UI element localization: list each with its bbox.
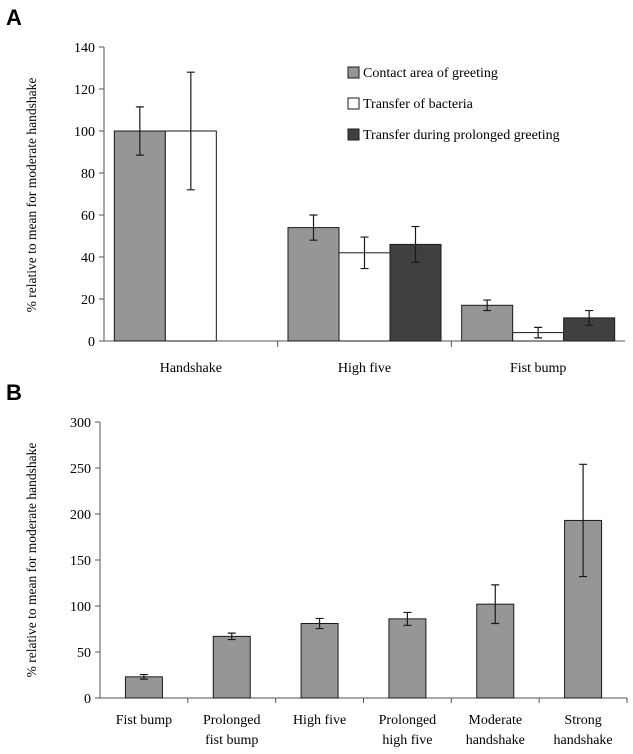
legend-label-series-3: Transfer during prolonged greeting <box>363 128 560 143</box>
panel-b-x-category-label: Strong <box>564 713 601 728</box>
panel-b-y-tick-label: 0 <box>84 692 91 707</box>
error-bar-high-five-series-1 <box>309 214 318 241</box>
legend-label-series-2: Transfer of bacteria <box>363 97 474 112</box>
bar-high-five <box>300 622 339 699</box>
panel-b-y-tick-label: 50 <box>77 646 91 661</box>
panel-b: B % relative to mean for moderate handsh… <box>6 380 628 748</box>
legend-swatch-series-2 <box>347 97 360 110</box>
legend-swatch-series-1 <box>347 66 360 79</box>
panel-b-y-tick-label: 250 <box>70 462 91 477</box>
panel-a-letter: A <box>6 5 22 30</box>
panel-a: A % relative to mean for moderate handsh… <box>6 5 625 376</box>
panel-a-y-tick-label: 0 <box>88 335 95 350</box>
panel-b-x-category-label: high five <box>382 733 432 748</box>
error-bar-handshake-series-2 <box>186 71 195 191</box>
bar-handshake-series-1 <box>113 130 166 342</box>
error-bar-fist-bump-series-1 <box>483 299 492 312</box>
panel-b-x-category-label: fist bump <box>205 733 258 748</box>
bar-high-five-series-1 <box>287 227 340 342</box>
panel-b-x-category-label: Prolonged <box>379 713 437 728</box>
error-bar-high-five-series-3 <box>411 225 420 263</box>
panel-a-y-tick-label: 140 <box>74 41 95 56</box>
panel-b-y-tick-label: 300 <box>70 416 91 431</box>
panel-b-x-category-label: Prolonged <box>203 713 261 728</box>
panel-a-bars <box>113 71 616 342</box>
legend-label-series-1: Contact area of greeting <box>363 66 498 81</box>
panel-a-y-tick-label: 120 <box>74 83 95 98</box>
error-bar-prolonged-fist-bump <box>227 632 236 641</box>
panel-a-legend: Contact area of greeting Transfer of bact… <box>347 66 560 143</box>
panel-b-y-tick-label: 150 <box>70 554 91 569</box>
error-bar-handshake-series-1 <box>135 106 144 156</box>
panel-a-y-tick-label: 40 <box>81 251 95 266</box>
panel-a-x-category-label: Fist bump <box>510 361 566 376</box>
bar-fist-bump-series-1 <box>461 304 514 342</box>
panel-a-x-category-label: Handshake <box>160 361 222 376</box>
panel-b-x-category-label: Fist bump <box>116 713 172 728</box>
panel-b-y-axis-label: % relative to mean for moderate handshak… <box>24 443 39 678</box>
bar-fist-bump <box>124 676 163 699</box>
panel-a-y-tick-label: 80 <box>81 167 95 182</box>
panel-b-bars <box>124 463 603 699</box>
panel-b-x-category-label: Moderate <box>468 713 522 728</box>
error-bar-prolonged-high-five <box>403 611 412 626</box>
bar-prolonged-fist-bump <box>212 635 251 699</box>
panel-a-y-tick-label: 60 <box>81 209 95 224</box>
panel-b-x-category-label: handshake <box>466 733 525 748</box>
panel-a-y-tick-label: 100 <box>74 125 95 140</box>
panel-b-letter: B <box>6 380 22 405</box>
panel-b-y-tick-label: 200 <box>70 508 91 523</box>
panel-a-x-category-label: High five <box>338 361 391 376</box>
panel-b-axes: 0 50 100 150 200 250 300 Fist bump Prolonged fist… <box>70 416 628 748</box>
error-bar-fist-bump <box>139 673 148 680</box>
legend-swatch-series-3 <box>347 128 360 141</box>
panel-a-y-axis-label: % relative to mean for moderate handshak… <box>24 78 39 313</box>
panel-b-y-tick-label: 100 <box>70 600 91 615</box>
error-bar-high-five-series-2 <box>360 236 369 270</box>
error-bar-moderate-handshake <box>491 584 500 625</box>
panel-a-axes: 0 20 40 60 80 100 120 140 Handshake High five Fist… <box>74 41 625 376</box>
error-bar-fist-bump-series-2 <box>534 326 543 339</box>
error-bar-fist-bump-series-3 <box>585 309 594 326</box>
panel-b-x-category-label: handshake <box>554 733 613 748</box>
error-bar-strong-handshake <box>579 463 588 578</box>
error-bar-high-five <box>315 617 324 630</box>
bar-prolonged-high-five <box>388 618 427 699</box>
panel-b-x-category-label: High five <box>293 713 346 728</box>
panel-a-y-tick-label: 20 <box>81 293 95 308</box>
